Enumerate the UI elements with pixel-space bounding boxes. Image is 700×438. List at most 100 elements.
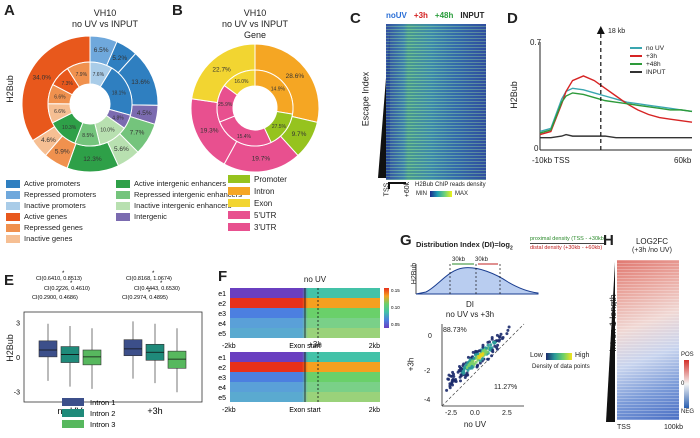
legend-item: 3'UTR	[228, 221, 287, 233]
legend-item: Intron	[228, 185, 287, 197]
panel-e-ci-label: CI(0.8168, 1.0674)	[126, 276, 172, 282]
panel-e-sig-star: *	[148, 290, 151, 296]
legend-item: Repressed genes	[6, 222, 96, 233]
panel-c-column-label: +3h	[413, 11, 428, 20]
panel-g-scatter-title: DI	[466, 300, 474, 309]
legend-swatch	[6, 201, 20, 210]
panel-c-colorbar	[430, 191, 452, 197]
panel-c-colorbar-min: MIN	[416, 191, 427, 197]
panel-g-point	[451, 383, 454, 387]
panel-a-outer-label: 5.6%	[114, 146, 129, 153]
legend-label: Active genes	[24, 212, 67, 221]
legend-item: +3h	[630, 52, 666, 60]
panel-f-row-label: e3	[218, 375, 226, 382]
panel-d-xtick-right: 60kb	[674, 156, 692, 165]
legend-label: +48h	[646, 60, 661, 68]
legend-label: INPUT	[646, 68, 666, 76]
panel-g-point	[483, 349, 487, 353]
panel-e-legend-swatch	[62, 398, 84, 406]
panel-a-inner-label: 7.9%	[76, 72, 88, 78]
panel-f-row-label: e5	[218, 331, 226, 338]
panel-g-point	[481, 343, 485, 347]
panel-g-diagonal	[441, 323, 525, 407]
panel-e-ytick: -3	[14, 389, 20, 396]
panel-b-outer-label: 19.3%	[200, 128, 219, 135]
panel-g-pct-lower: 11.27%	[494, 384, 518, 391]
panel-b-letter: B	[172, 2, 183, 19]
panel-a-inner-slice	[66, 61, 91, 88]
panel-g-point	[498, 338, 502, 342]
panel-g-point	[485, 346, 488, 350]
legend-label: 3'UTR	[254, 222, 277, 232]
panel-g-point	[465, 366, 469, 369]
panel-g-point	[468, 361, 472, 365]
panel-e-frame	[23, 311, 203, 403]
panel-c-heatmap	[386, 24, 486, 180]
panel-e-legend-swatch	[62, 409, 84, 417]
panel-c-axis-bracket	[388, 182, 406, 189]
panel-d-legend: no UV +3h +48h INPUT	[630, 44, 666, 76]
panel-d-series-line	[539, 75, 693, 136]
panel-g-scatter-subtitle: no UV vs +3h	[445, 310, 495, 319]
legend-item: Inactive genes	[6, 233, 96, 244]
panel-g-mini-ylabel: H2Bub	[411, 262, 419, 285]
legend-label: Intergenic	[134, 212, 167, 221]
panel-e-box	[82, 349, 102, 366]
panel-f-cbar-tick: 0.15	[391, 288, 400, 293]
panel-g-point	[505, 332, 509, 336]
panel-e-ci-label: CI(0.6410, 0.8513)	[36, 276, 82, 282]
panel-f-title-top: no UV	[303, 275, 327, 284]
panel-g-density-high: High	[575, 352, 590, 359]
legend-label: Repressed intergenic enhancers	[134, 190, 242, 199]
panel-e-letter: E	[4, 272, 15, 289]
panel-g-point	[498, 335, 502, 339]
panel-g-point	[458, 365, 461, 368]
panel-b-outer-label: 28.6%	[286, 73, 305, 80]
panel-g-point	[459, 373, 463, 377]
legend-item: Exon	[228, 197, 287, 209]
legend-item: Repressed promoters	[6, 189, 96, 200]
panel-g-point	[486, 343, 490, 347]
panel-e-box	[167, 350, 187, 369]
panel-a-legend-col1: Active promoters Repressed promoters Inact…	[6, 178, 96, 244]
panel-e-group-label: +3h	[147, 406, 162, 416]
panel-g-point	[506, 328, 510, 332]
panel-g-point	[481, 357, 484, 361]
legend-label: no UV	[646, 44, 665, 52]
legend-swatch	[116, 212, 130, 221]
panel-f-letter: F	[218, 268, 228, 285]
panel-b-inner-label: 25.9%	[218, 102, 233, 108]
panel-g-point	[462, 371, 466, 375]
panel-g-point	[486, 357, 490, 361]
panel-g-point	[445, 388, 449, 392]
panel-a-outer-label: 4.6%	[41, 137, 56, 144]
panel-a-legend-col2: Active intergenic enhancers Repressed int…	[116, 178, 242, 222]
panel-g-point	[452, 375, 456, 378]
panel-g-point	[448, 384, 452, 388]
panel-b-inner-label: 14.9%	[271, 87, 286, 93]
panel-g-point	[478, 356, 482, 360]
legend-swatch	[6, 179, 20, 188]
panel-a-subtitle: no UV vs INPUT	[71, 19, 138, 29]
panel-g-point	[491, 348, 495, 352]
panel-a-title: VH10	[93, 8, 117, 18]
panel-d-line-chart	[539, 26, 693, 151]
panel-f-xtick-right: 2kb	[369, 407, 380, 414]
panel-e-ci-label: CI(0.2900, 0.4686)	[32, 295, 78, 301]
panel-g-xtick-2: 0.0	[470, 410, 480, 417]
panel-f-row-label: e2	[218, 301, 226, 308]
panel-g-density-low: Low	[530, 352, 543, 359]
panel-h-xtick-right: 100kb	[664, 424, 684, 431]
legend-item: Active promoters	[6, 178, 96, 189]
panel-g-xtick-1: -2.5	[445, 410, 458, 417]
panel-g-point	[476, 358, 480, 362]
panel-g-point	[485, 350, 489, 354]
panel-f-row-label: e2	[218, 365, 226, 372]
panel-g-point	[459, 379, 462, 383]
panel-g-formula-sub: 2	[509, 245, 513, 252]
panel-a-inner-label: 18.1%	[112, 91, 127, 97]
legend-swatch	[630, 71, 642, 73]
panel-h-xtick-left: TSS	[617, 424, 631, 431]
panel-f-xtick-mid: Exon start	[289, 343, 321, 350]
panel-f-row-label: e5	[218, 395, 226, 402]
